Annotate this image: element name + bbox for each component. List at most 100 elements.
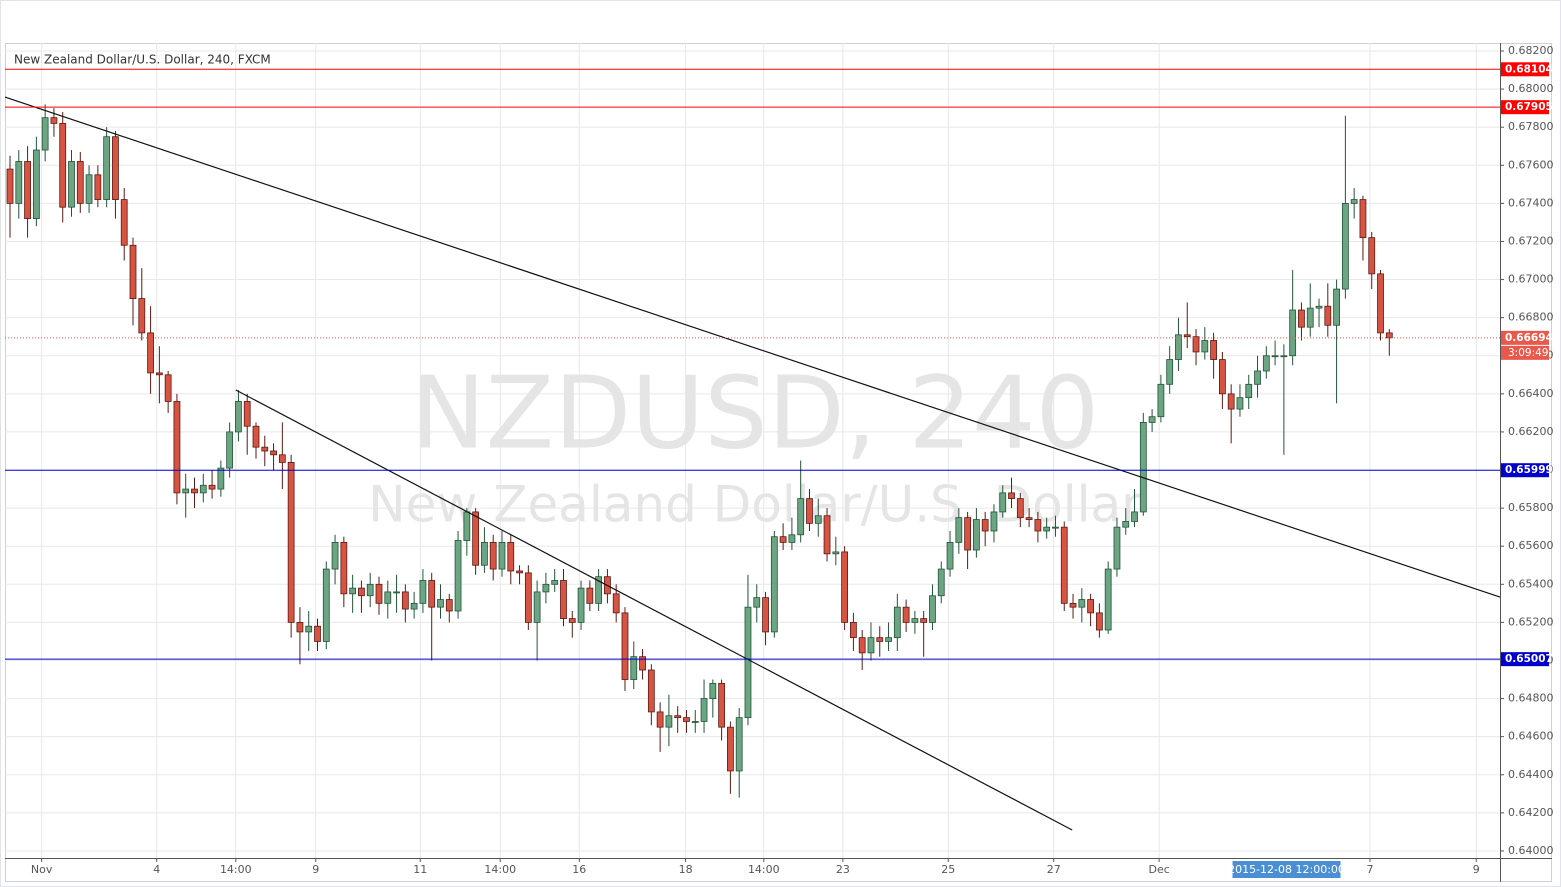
y-tick-label: 0.66800: [1508, 311, 1554, 324]
candle-body: [235, 401, 242, 433]
y-tick-label: 0.66200: [1508, 425, 1554, 438]
candle-body: [1043, 526, 1051, 532]
y-tick-label: 0.68000: [1508, 82, 1554, 95]
x-tick-label: 27: [1047, 863, 1061, 876]
candle-body: [1333, 288, 1340, 326]
y-tick-label: 0.65600: [1508, 539, 1554, 552]
candle-body: [1096, 612, 1103, 631]
candle-body: [445, 599, 453, 612]
candle-body: [68, 161, 75, 208]
x-tick-label: 4: [153, 863, 160, 876]
candle-body: [296, 621, 304, 633]
candle-body: [243, 401, 251, 427]
candle-body: [902, 606, 910, 623]
candle-body: [147, 332, 154, 374]
chart-title: New Zealand Dollar/U.S. Dollar, 240, FXC…: [14, 53, 271, 67]
candle-body: [252, 425, 260, 448]
candle-body: [498, 541, 506, 570]
candle-body: [1280, 355, 1288, 358]
candle-body: [1298, 309, 1305, 328]
candle-body: [1069, 602, 1077, 608]
candle-body: [472, 511, 480, 566]
y-tick-label: 0.64800: [1508, 692, 1554, 705]
candle-body: [463, 511, 471, 541]
candle-body: [1315, 305, 1323, 309]
level-label: 0.67905: [1505, 101, 1553, 113]
candle-body: [1289, 309, 1297, 357]
candle-body: [1104, 568, 1112, 631]
candle-body: [656, 711, 664, 728]
candle-body: [850, 621, 857, 639]
x-tick-label: 25: [941, 863, 955, 876]
candle-body: [595, 576, 603, 604]
candle-body: [1218, 359, 1226, 395]
x-tick-label: 7: [1366, 863, 1373, 876]
candle-body: [1060, 526, 1068, 604]
candle-body: [893, 606, 901, 639]
candle-body: [630, 656, 638, 680]
candle-body: [551, 580, 559, 585]
candle-body: [1271, 355, 1279, 358]
candle-body: [375, 583, 383, 604]
candle-body: [727, 726, 734, 772]
candle-body: [788, 534, 796, 543]
level-box: [1501, 62, 1549, 77]
y-tick-label: 0.67200: [1508, 234, 1554, 247]
candle-body: [841, 551, 849, 623]
candle-body: [920, 618, 928, 623]
candle-body: [858, 637, 866, 654]
candle-body: [1341, 202, 1349, 290]
candle-body: [683, 717, 690, 722]
candle-body: [1359, 199, 1367, 239]
y-tick-label: 0.64600: [1508, 730, 1554, 743]
candle-body: [999, 492, 1007, 513]
candle-body: [533, 591, 541, 623]
candle-body: [621, 612, 629, 680]
grid: [5, 43, 1500, 858]
x-tick-label: 11: [413, 863, 427, 876]
candle-body: [1245, 383, 1253, 399]
candle-body: [59, 122, 67, 208]
candle-body: [489, 541, 497, 570]
level-box: [1501, 463, 1549, 478]
candle-body: [41, 117, 49, 151]
candle-body: [1254, 370, 1261, 385]
candle-body: [709, 682, 717, 699]
candle-body: [1139, 422, 1147, 513]
candle-body: [744, 606, 752, 719]
candle-body: [1377, 273, 1384, 334]
candle-body: [481, 541, 488, 566]
candle-body: [322, 568, 330, 642]
countdown-box: [1501, 345, 1549, 360]
candle-body: [885, 637, 892, 642]
candle-body: [24, 161, 31, 220]
countdown-label: 3:09:49: [1508, 347, 1548, 359]
x-tick-label: 18: [679, 863, 693, 876]
candle-body: [1227, 393, 1235, 410]
candle-body: [770, 536, 778, 633]
candle-body: [15, 161, 23, 204]
y-tick-label: 0.68200: [1508, 44, 1554, 57]
candle-body: [806, 498, 813, 524]
candle-body: [639, 656, 646, 671]
candle-body: [393, 591, 400, 594]
candle-body: [305, 625, 313, 633]
candle-body: [270, 450, 277, 456]
candle-body: [76, 161, 84, 204]
candle-body: [138, 298, 146, 334]
candle-body: [937, 568, 945, 597]
candle-body: [779, 536, 787, 543]
candle-body: [1148, 416, 1156, 423]
candle-body: [612, 593, 620, 614]
level-label: 0.65007: [1505, 653, 1553, 665]
candle-body: [103, 136, 111, 200]
candle-body: [867, 637, 875, 654]
candle-body: [1175, 334, 1182, 360]
candle-body: [1262, 355, 1270, 372]
trend-line: [235, 389, 1073, 831]
y-tick-label: 0.65200: [1508, 615, 1554, 628]
x-tick-label: 14:00: [748, 863, 780, 876]
candle-body: [946, 541, 954, 570]
y-tick-label: 0.64200: [1508, 806, 1554, 819]
